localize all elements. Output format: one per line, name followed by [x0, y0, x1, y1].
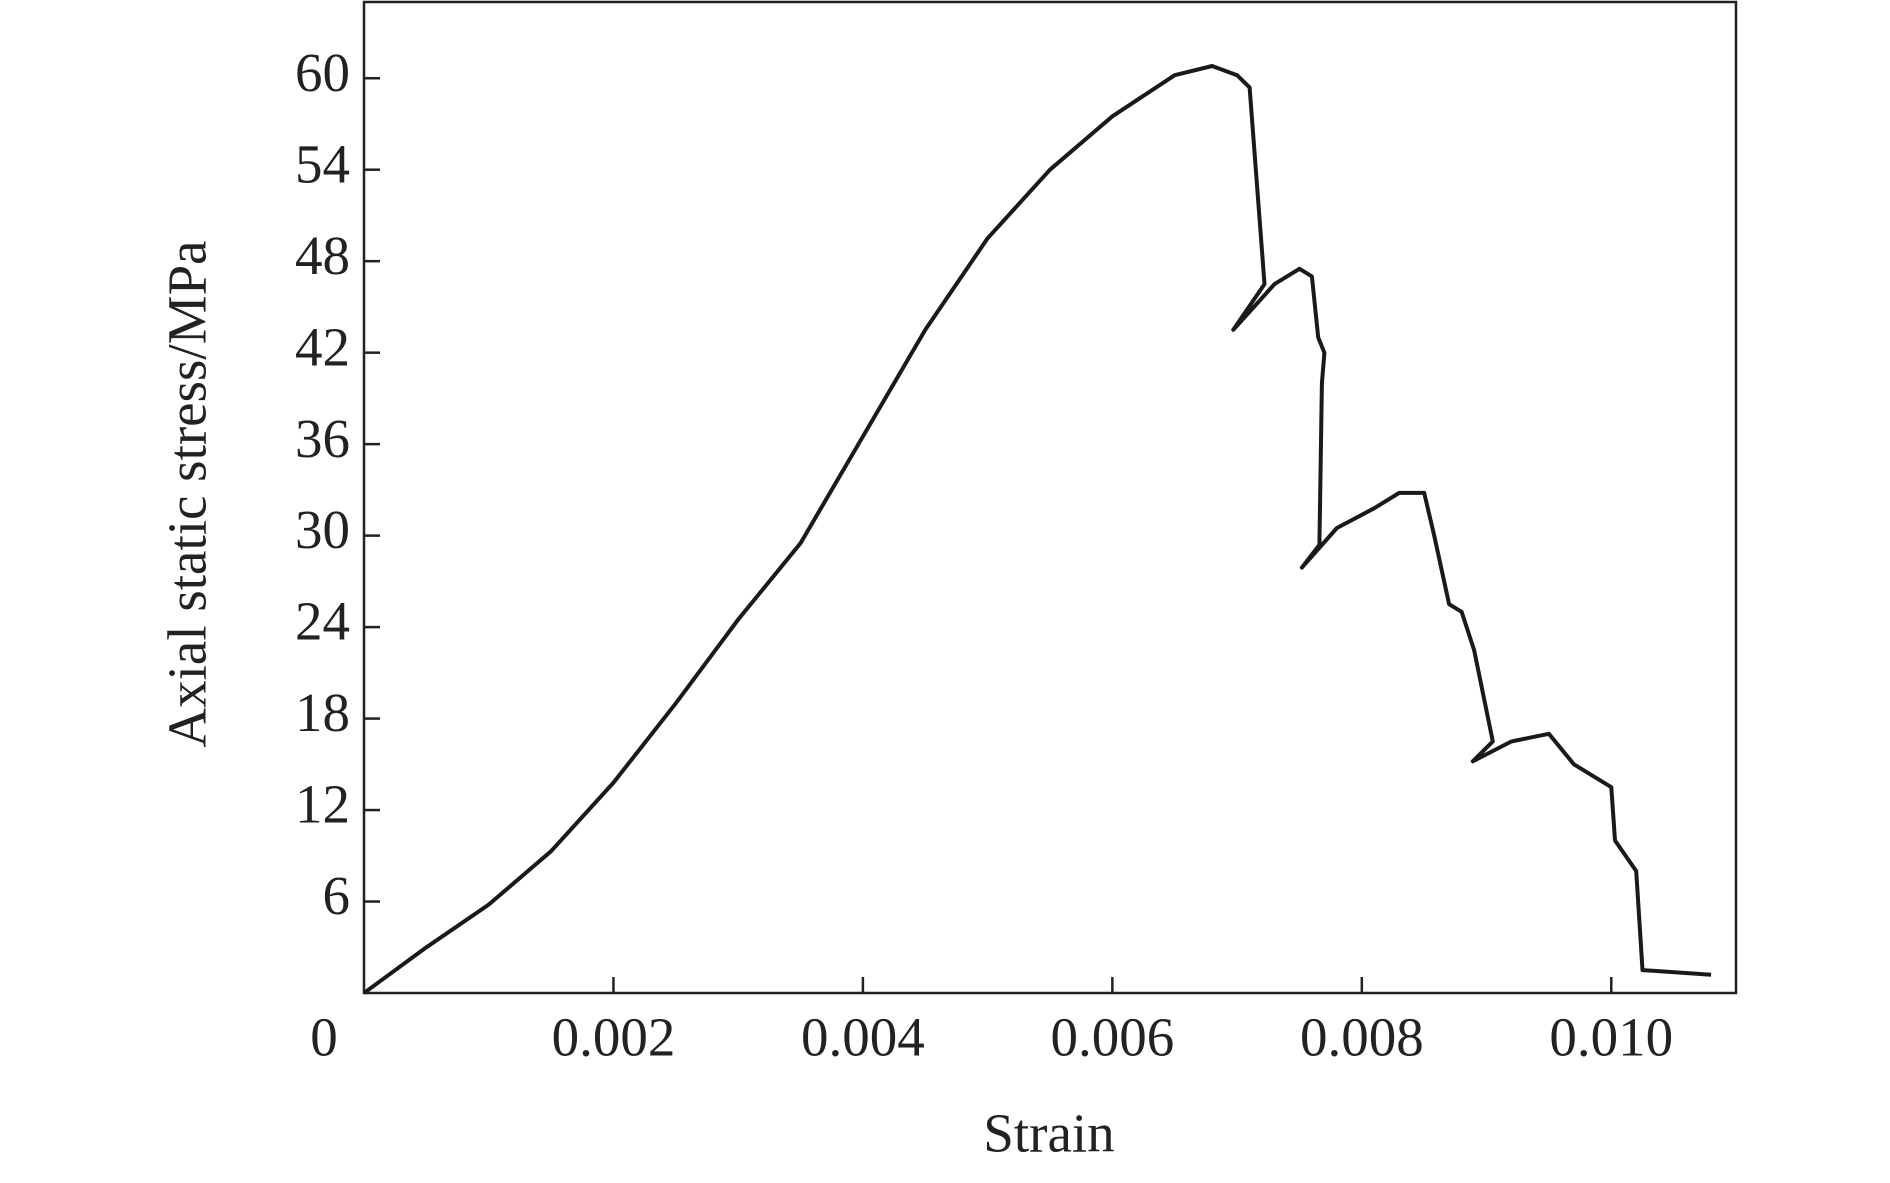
y-tick-label: 48 [295, 225, 350, 286]
y-tick-label: 42 [295, 316, 350, 377]
y-tick-label: 24 [295, 591, 350, 652]
x-tick-label: 0.006 [1050, 1007, 1174, 1068]
y-tick-label: 18 [295, 682, 350, 743]
y-axis-title: Axial static stress/MPa [157, 240, 218, 747]
x-tick-label: 0.002 [552, 1007, 676, 1068]
x-axis-title: Strain [983, 1103, 1114, 1164]
y-tick-label: 12 [295, 774, 350, 835]
y-tick-label: 30 [295, 499, 350, 560]
y-tick-label: 60 [295, 42, 350, 103]
y-tick-label: 6 [323, 865, 351, 926]
plot-frame [362, 0, 1738, 995]
y-tick-label: 36 [295, 408, 350, 469]
stress-strain-line [362, 64, 1712, 995]
x-tick-label: 0.008 [1300, 1007, 1424, 1068]
x-tick-label: 0.010 [1549, 1007, 1673, 1068]
x-tick-label: 0.004 [801, 1007, 925, 1068]
x-tick-label: 0 [310, 1007, 338, 1068]
y-tick-label: 54 [295, 133, 350, 194]
